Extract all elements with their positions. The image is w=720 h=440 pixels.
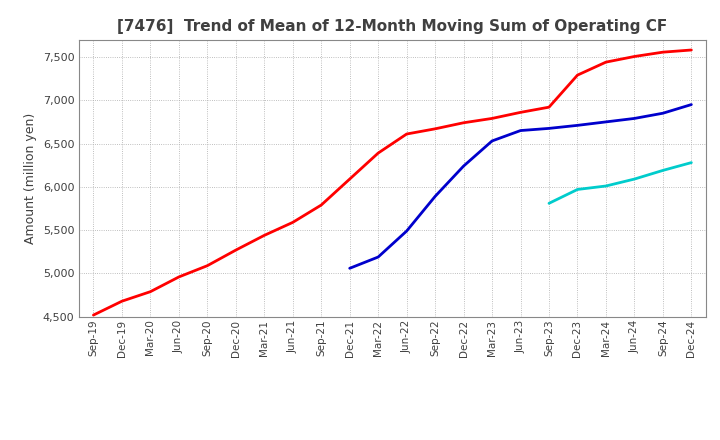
5 Years <box>602 119 611 125</box>
7 Years <box>573 187 582 192</box>
Title: [7476]  Trend of Mean of 12-Month Moving Sum of Operating CF: [7476] Trend of Mean of 12-Month Moving … <box>117 19 667 34</box>
5 Years <box>516 128 525 133</box>
3 Years <box>232 247 240 253</box>
3 Years <box>545 105 554 110</box>
3 Years <box>260 233 269 238</box>
3 Years <box>402 132 411 137</box>
Y-axis label: Amount (million yen): Amount (million yen) <box>24 113 37 244</box>
Line: 5 Years: 5 Years <box>350 105 691 268</box>
3 Years <box>573 73 582 78</box>
3 Years <box>317 202 325 208</box>
3 Years <box>89 312 98 318</box>
3 Years <box>516 110 525 115</box>
5 Years <box>346 266 354 271</box>
5 Years <box>459 163 468 169</box>
Line: 3 Years: 3 Years <box>94 50 691 315</box>
7 Years <box>687 160 696 165</box>
3 Years <box>630 54 639 59</box>
3 Years <box>459 120 468 125</box>
5 Years <box>687 102 696 107</box>
3 Years <box>602 59 611 65</box>
5 Years <box>402 228 411 234</box>
5 Years <box>374 254 382 260</box>
7 Years <box>659 168 667 173</box>
3 Years <box>174 274 183 279</box>
3 Years <box>117 299 126 304</box>
3 Years <box>346 176 354 182</box>
5 Years <box>545 126 554 131</box>
5 Years <box>431 194 439 199</box>
3 Years <box>289 220 297 225</box>
7 Years <box>630 176 639 182</box>
5 Years <box>573 123 582 128</box>
Line: 7 Years: 7 Years <box>549 163 691 203</box>
7 Years <box>545 201 554 206</box>
3 Years <box>431 126 439 132</box>
3 Years <box>487 116 496 121</box>
7 Years <box>602 183 611 189</box>
3 Years <box>374 150 382 156</box>
5 Years <box>659 110 667 116</box>
3 Years <box>659 50 667 55</box>
5 Years <box>487 138 496 143</box>
3 Years <box>146 289 155 294</box>
3 Years <box>203 263 212 268</box>
3 Years <box>687 48 696 53</box>
5 Years <box>630 116 639 121</box>
